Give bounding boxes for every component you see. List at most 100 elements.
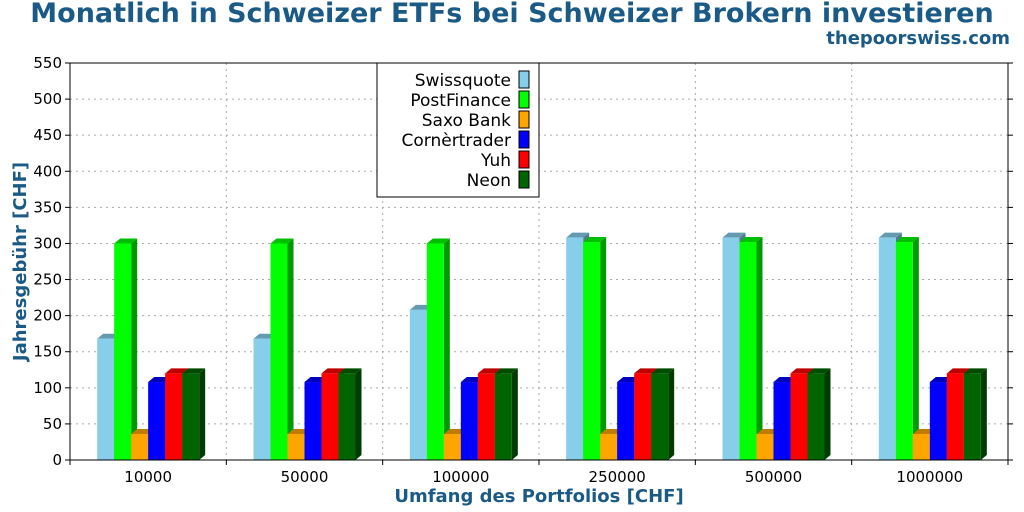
bar-front: [182, 373, 200, 460]
bar-top: [477, 368, 501, 374]
bar-top: [634, 368, 658, 374]
bar-side: [756, 237, 763, 460]
bar-side: [131, 238, 138, 460]
bar-front: [131, 434, 149, 460]
bar-top: [946, 368, 970, 374]
bar-front: [165, 373, 183, 460]
bars-group: [97, 232, 987, 460]
bar-front: [895, 242, 913, 460]
bar-front: [617, 382, 635, 460]
bar-top: [963, 368, 987, 374]
axes-group: 0 50 100 150 200 250 300 350 400 450 500 550 10000 50…: [33, 54, 1013, 486]
bar-front: [114, 243, 132, 460]
bar-front: [790, 373, 808, 460]
bar-top: [321, 368, 345, 374]
bar-top: [114, 238, 138, 244]
bar-front: [912, 434, 930, 460]
bar: [494, 368, 518, 460]
bar: [739, 237, 763, 460]
y-tick-label: 0: [52, 451, 62, 469]
x-tick-label: 10000: [124, 468, 172, 486]
bar-side: [824, 368, 831, 460]
bar: [807, 368, 831, 460]
legend-swatch: [518, 70, 530, 89]
bar: [338, 368, 362, 460]
bar-front: [253, 338, 271, 460]
x-axis-label: Umfang des Portfolios [CHF]: [394, 486, 683, 507]
x-tick-label: 500000: [745, 468, 802, 486]
bar: [963, 368, 987, 460]
bar-front: [929, 382, 947, 460]
bar-top: [739, 237, 763, 243]
bar-front: [426, 243, 444, 460]
bar-front: [878, 237, 896, 460]
bar-front: [600, 434, 618, 460]
bar-side: [912, 237, 919, 460]
bar-front: [963, 373, 981, 460]
bar-front: [477, 373, 495, 460]
bar-front: [773, 382, 791, 460]
legend-label: Yuh: [480, 151, 511, 171]
y-tick-label: 100: [33, 379, 62, 397]
bar-front: [321, 373, 339, 460]
bar: [114, 238, 138, 460]
y-tick-label: 50: [43, 415, 62, 433]
bar-top: [895, 237, 919, 243]
bar-top: [566, 232, 590, 238]
bar-top: [338, 368, 362, 374]
legend-item: Cornèrtrader: [402, 130, 530, 151]
legend-swatch: [518, 170, 530, 189]
bar-side: [668, 368, 675, 460]
bar-front: [494, 373, 512, 460]
bar-side: [511, 368, 518, 460]
bar-side: [287, 238, 294, 460]
x-tick-label: 50000: [281, 468, 329, 486]
bar-front: [287, 434, 305, 460]
bar: [426, 238, 450, 460]
bar-front: [338, 373, 356, 460]
legend-label: Swissquote: [415, 71, 511, 91]
y-tick-label: 400: [33, 162, 62, 180]
y-tick-label: 150: [33, 343, 62, 361]
legend-item: Yuh: [480, 150, 530, 171]
bar-front: [756, 434, 774, 460]
bar-front: [722, 237, 740, 460]
bar-side: [443, 238, 450, 460]
legend-swatch: [518, 150, 530, 169]
y-tick-label: 350: [33, 198, 62, 216]
bar-front: [946, 373, 964, 460]
y-tick-label: 250: [33, 271, 62, 289]
bar-front: [409, 309, 427, 460]
y-tick-label: 300: [33, 234, 62, 252]
bar-top: [651, 368, 675, 374]
bar-side: [980, 368, 987, 460]
chart-title: Monatlich in Schweizer ETFs bei Schweize…: [30, 0, 994, 29]
bar-top: [583, 237, 607, 243]
x-tick-label: 1000000: [896, 468, 963, 486]
bar-front: [443, 434, 461, 460]
y-tick-label: 450: [33, 126, 62, 144]
bar-front: [97, 338, 115, 460]
bar-top: [426, 238, 450, 244]
x-tick-label: 250000: [589, 468, 646, 486]
bar-top: [165, 368, 189, 374]
bar-front: [739, 242, 757, 460]
bar-side: [600, 237, 607, 460]
legend-item: Neon: [467, 170, 530, 191]
bar: [583, 237, 607, 460]
bar-front: [148, 382, 166, 460]
bar-front: [583, 242, 601, 460]
bar-front: [807, 373, 825, 460]
bar-top: [494, 368, 518, 374]
bar: [895, 237, 919, 460]
y-tick-label: 200: [33, 307, 62, 325]
bar-top: [722, 232, 746, 238]
legend-box: [376, 62, 540, 198]
legend-item: PostFinance: [410, 90, 530, 111]
legend-label: PostFinance: [410, 91, 511, 111]
legend-item: Swissquote: [415, 70, 530, 91]
bar-side: [355, 368, 362, 460]
bar-top: [270, 238, 294, 244]
bar: [182, 368, 206, 460]
